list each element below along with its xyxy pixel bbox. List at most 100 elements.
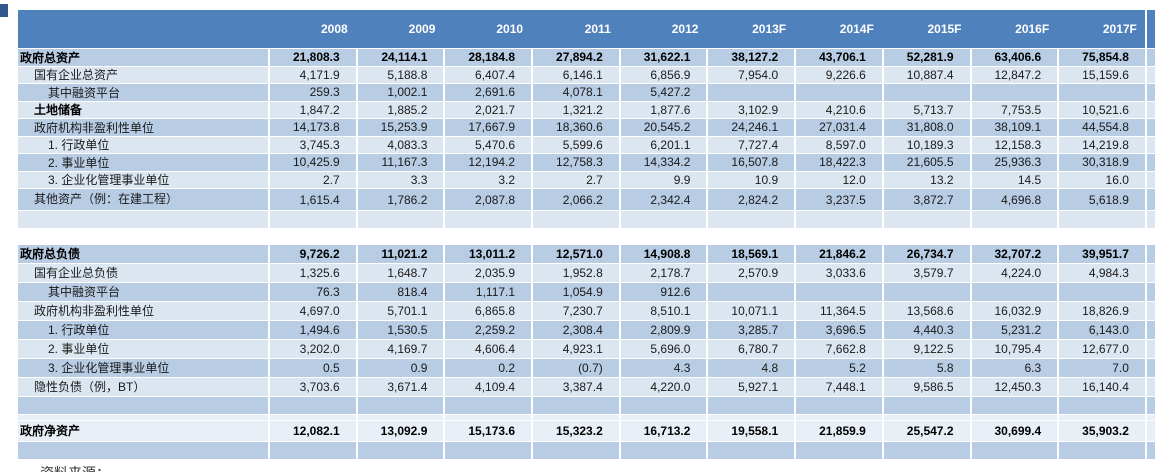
value-cell: 4,696.8 (969, 189, 1058, 210)
table-row: 隐性负债（例，BT） 3,703.6 3,671.4 4,109.4 3,387.4 4,… (18, 376, 1155, 396)
value-cell (268, 396, 356, 414)
edge-sliver-cell (1144, 301, 1155, 320)
value-cell: 14,908.8 (618, 244, 707, 263)
edge-sliver-cell (1144, 154, 1155, 171)
value-cell: 1,615.4 (268, 189, 356, 210)
edge-sliver-cell (1144, 358, 1155, 377)
value-cell: 4,224.0 (969, 263, 1058, 282)
value-cell (969, 414, 1058, 420)
value-cell (969, 211, 1058, 228)
edge-sliver-cell (1144, 441, 1155, 459)
value-cell: 30,699.4 (969, 420, 1058, 441)
value-cell: 3,102.9 (706, 101, 794, 118)
value-cell: 6,865.8 (443, 301, 531, 320)
value-cell (1057, 84, 1145, 101)
row-label: 政府总资产 (20, 50, 81, 65)
value-cell (443, 414, 531, 420)
table-row: 其他资产（例：在建工程） 1,615.4 1,786.2 2,087.8 2,066.2… (18, 188, 1155, 210)
value-cell: 9,586.5 (881, 377, 970, 396)
value-cell: 6,146.1 (531, 66, 619, 83)
value-cell (443, 211, 531, 228)
row-label (18, 397, 268, 414)
value-cell: 1,494.6 (268, 320, 356, 339)
value-cell: 17,667.9 (443, 119, 531, 136)
value-cell: 76.3 (268, 282, 356, 301)
value-cell (618, 441, 707, 459)
value-cell: 7,230.7 (531, 301, 619, 320)
value-cell: (0.7) (531, 358, 619, 377)
value-cell: 4,923.1 (531, 339, 619, 358)
value-cell: 1,952.8 (531, 263, 619, 282)
edge-sliver-cell (1144, 339, 1155, 358)
edge-sliver-cell (1144, 396, 1155, 414)
value-cell: 6.3 (969, 358, 1058, 377)
edge-sliver-cell (1144, 282, 1155, 301)
value-cell (1057, 414, 1145, 420)
edge-sliver-cell (1144, 49, 1155, 66)
value-cell: 21,605.5 (881, 154, 970, 171)
value-cell: 3,872.7 (881, 189, 970, 210)
value-cell: 12,082.1 (268, 420, 356, 441)
value-cell: 8,510.1 (618, 301, 707, 320)
value-cell: 2,342.4 (618, 189, 707, 210)
row-label: 土地储备 (34, 103, 83, 118)
financial-table: 2008 2009 2010 2011 2012 2013F 2014F 2015F 2016F… (18, 10, 1155, 459)
value-cell: 10,189.3 (881, 136, 970, 153)
value-cell: 1,325.6 (268, 263, 356, 282)
value-cell: 3,579.7 (881, 263, 970, 282)
table-row: 土地储备 1,847.2 1,885.2 2,021.7 1,321.2 1,877.6 3… (18, 100, 1155, 118)
table-row: 3. 企业化管理事业单位 2.7 3.3 3.2 2.7 9.9 10.9 12.0 13.2 1… (18, 170, 1155, 188)
value-cell: 3,285.7 (706, 320, 794, 339)
value-cell: 1,530.5 (355, 320, 444, 339)
value-cell (881, 396, 970, 414)
edge-sliver-cell (1144, 171, 1155, 188)
value-cell: 2,178.7 (618, 263, 707, 282)
value-cell (969, 441, 1058, 459)
value-cell: 13.2 (881, 171, 970, 188)
value-cell: 2.7 (531, 171, 619, 188)
value-cell: 21,859.9 (794, 420, 882, 441)
value-cell: 4,210.6 (794, 101, 882, 118)
value-cell: 16.0 (1057, 171, 1145, 188)
value-cell: 9,226.6 (794, 66, 882, 83)
edge-sliver-cell (1144, 101, 1155, 118)
value-cell: 0.5 (268, 358, 356, 377)
value-cell: 4,440.3 (881, 320, 970, 339)
row-label: 隐性负债（例，BT） (34, 380, 146, 394)
value-cell: 27,894.2 (531, 49, 619, 66)
value-cell: 3.2 (443, 171, 531, 188)
edge-sliver-cell (1144, 119, 1155, 136)
value-cell: 7,662.8 (794, 339, 882, 358)
value-cell: 31,622.1 (618, 49, 707, 66)
value-cell (706, 84, 794, 101)
edge-sliver-cell (1144, 377, 1155, 396)
value-cell: 44,554.8 (1057, 119, 1145, 136)
table-row: 政府机构非盈利性单位 4,697.0 5,701.1 6,865.8 7,230.7 8,… (18, 300, 1155, 320)
value-cell: 10,425.9 (268, 154, 356, 171)
value-cell (881, 282, 970, 301)
value-cell: 12,758.3 (531, 154, 619, 171)
table-row: 政府净资产 12,082.1 13,092.9 15,173.6 15,323.2 16,… (18, 419, 1155, 441)
value-cell (1057, 441, 1145, 459)
value-cell: 31,808.0 (881, 119, 970, 136)
row-label: 政府净资产 (20, 424, 81, 438)
row-label: 国有企业总资产 (34, 68, 119, 83)
value-cell: 4,171.9 (268, 66, 356, 83)
column-header-2011: 2011 (584, 22, 611, 36)
value-cell: 2,308.4 (531, 320, 619, 339)
column-header-2012: 2012 (671, 22, 699, 36)
row-label: 政府总负债 (20, 247, 81, 261)
value-cell: 12.0 (794, 171, 882, 188)
column-header-2017F: 2017F (1102, 22, 1137, 36)
value-cell (355, 414, 444, 420)
value-cell (268, 441, 356, 459)
value-cell: 10,795.4 (969, 339, 1058, 358)
blank-row (18, 413, 1155, 420)
value-cell: 9,726.2 (268, 244, 356, 263)
column-header-2010: 2010 (496, 22, 524, 36)
value-cell: 27,031.4 (794, 119, 882, 136)
edge-sliver-cell (1144, 244, 1155, 263)
value-cell: 14,173.8 (268, 119, 356, 136)
value-cell: 4,984.3 (1057, 263, 1145, 282)
